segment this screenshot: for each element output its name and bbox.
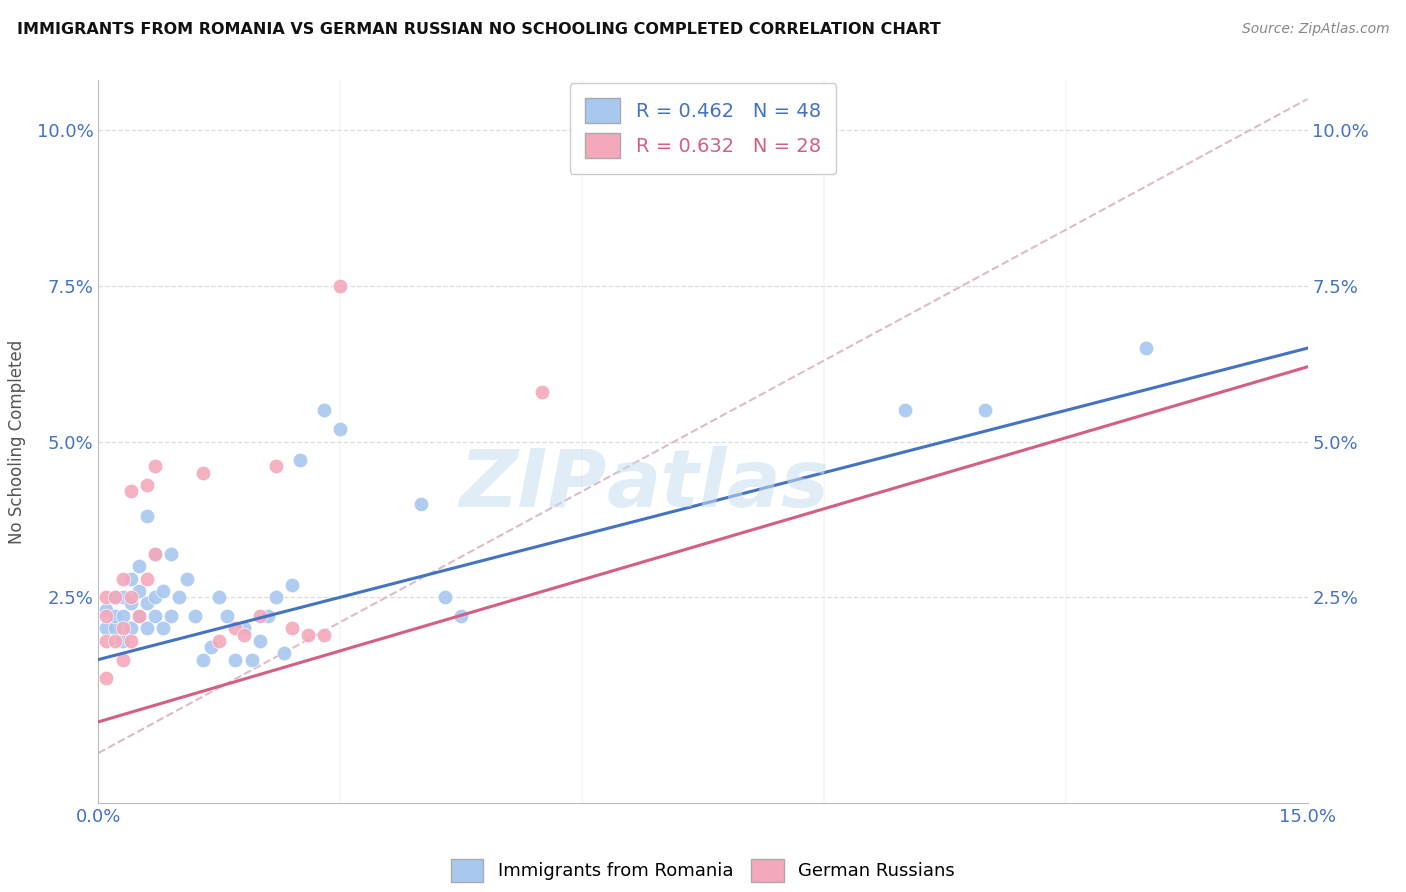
- Point: [249, 609, 271, 624]
- Point: [974, 403, 997, 417]
- Point: [128, 584, 150, 599]
- Point: [135, 621, 157, 635]
- Point: [103, 591, 125, 605]
- Point: [208, 633, 231, 648]
- Point: [111, 591, 134, 605]
- Point: [120, 633, 142, 648]
- Point: [200, 640, 222, 654]
- Point: [135, 597, 157, 611]
- Point: [160, 547, 183, 561]
- Point: [120, 591, 142, 605]
- Point: [111, 572, 134, 586]
- Point: [120, 621, 142, 635]
- Legend: Immigrants from Romania, German Russians: Immigrants from Romania, German Russians: [444, 852, 962, 889]
- Point: [120, 597, 142, 611]
- Point: [256, 609, 278, 624]
- Point: [224, 621, 246, 635]
- Point: [143, 609, 166, 624]
- Point: [281, 578, 304, 592]
- Point: [152, 621, 174, 635]
- Point: [152, 584, 174, 599]
- Point: [135, 509, 157, 524]
- Point: [143, 459, 166, 474]
- Point: [143, 547, 166, 561]
- Point: [530, 384, 553, 399]
- Point: [135, 572, 157, 586]
- Point: [297, 627, 319, 641]
- Point: [240, 652, 263, 666]
- Point: [450, 609, 472, 624]
- Point: [143, 591, 166, 605]
- Point: [103, 633, 125, 648]
- Point: [96, 633, 118, 648]
- Point: [273, 646, 295, 660]
- Point: [96, 671, 118, 685]
- Point: [249, 633, 271, 648]
- Point: [281, 621, 304, 635]
- Point: [176, 572, 198, 586]
- Point: [184, 609, 207, 624]
- Point: [314, 627, 336, 641]
- Point: [160, 609, 183, 624]
- Point: [314, 403, 336, 417]
- Point: [96, 591, 118, 605]
- Point: [329, 278, 352, 293]
- Point: [434, 591, 457, 605]
- Point: [96, 609, 118, 624]
- Point: [193, 466, 215, 480]
- Point: [103, 621, 125, 635]
- Point: [120, 572, 142, 586]
- Point: [103, 609, 125, 624]
- Point: [224, 652, 246, 666]
- Point: [409, 497, 432, 511]
- Point: [264, 459, 287, 474]
- Point: [96, 603, 118, 617]
- Point: [232, 627, 254, 641]
- Point: [128, 609, 150, 624]
- Point: [217, 609, 239, 624]
- Point: [111, 621, 134, 635]
- Point: [288, 453, 311, 467]
- Point: [111, 609, 134, 624]
- Point: [96, 621, 118, 635]
- Point: [128, 559, 150, 574]
- Point: [128, 609, 150, 624]
- Point: [232, 621, 254, 635]
- Point: [893, 403, 915, 417]
- Point: [111, 652, 134, 666]
- Text: atlas: atlas: [606, 446, 830, 524]
- Text: IMMIGRANTS FROM ROMANIA VS GERMAN RUSSIAN NO SCHOOLING COMPLETED CORRELATION CHA: IMMIGRANTS FROM ROMANIA VS GERMAN RUSSIA…: [17, 22, 941, 37]
- Point: [264, 591, 287, 605]
- Point: [135, 478, 157, 492]
- Point: [193, 652, 215, 666]
- Point: [143, 547, 166, 561]
- Text: ZIP: ZIP: [458, 446, 606, 524]
- Point: [208, 591, 231, 605]
- Point: [167, 591, 190, 605]
- Point: [103, 591, 125, 605]
- Point: [1135, 341, 1157, 355]
- Point: [329, 422, 352, 436]
- Y-axis label: No Schooling Completed: No Schooling Completed: [7, 340, 25, 543]
- Point: [120, 484, 142, 499]
- Text: Source: ZipAtlas.com: Source: ZipAtlas.com: [1241, 22, 1389, 37]
- Point: [111, 633, 134, 648]
